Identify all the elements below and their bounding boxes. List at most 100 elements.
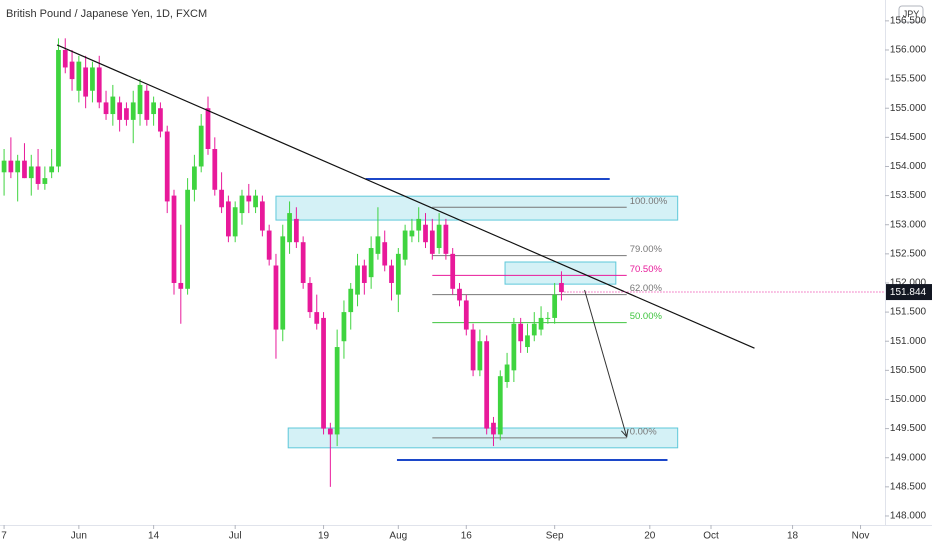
arrow-head	[620, 428, 629, 438]
trendline	[56, 44, 755, 349]
fib-label: 0.00%	[630, 426, 657, 437]
x-tick-label: 7	[1, 531, 7, 542]
y-tick-label: 148.500	[890, 481, 927, 492]
candle-body	[158, 108, 163, 132]
currency[interactable]: JPY	[903, 9, 920, 19]
y-tick-label: 154.000	[890, 161, 927, 172]
candle-body	[463, 300, 469, 330]
x-tick-label: 14	[148, 531, 160, 542]
candle-body	[402, 230, 408, 260]
candle-body	[429, 230, 435, 254]
candle-body	[436, 224, 442, 249]
candle-body	[470, 329, 476, 371]
candle-body	[538, 317, 544, 330]
x-tick-label: Aug	[389, 531, 407, 542]
candle-body	[239, 195, 245, 214]
fib-label: 62.00%	[630, 283, 663, 294]
candle-body	[375, 236, 381, 254]
candle-body	[531, 323, 537, 336]
candle-body	[205, 108, 211, 150]
candle-body	[559, 282, 564, 293]
candle-body	[484, 341, 490, 429]
x-tick-label: Nov	[852, 531, 870, 542]
candle-body	[49, 166, 55, 173]
candle-body	[144, 90, 150, 120]
candle-body	[35, 166, 41, 184]
candle-body	[287, 213, 292, 243]
x-tick-label: Sep	[546, 531, 564, 542]
candle-body	[212, 149, 218, 190]
candle-body	[280, 236, 286, 330]
x-tick-label: 18	[787, 531, 799, 542]
zone	[275, 195, 679, 221]
candle-body	[552, 294, 558, 318]
candle-body	[219, 189, 224, 208]
x-tick-label: 19	[318, 531, 330, 542]
candle-body	[103, 102, 109, 115]
y-tick-label: 155.500	[890, 74, 927, 85]
candle-body	[477, 341, 483, 371]
last-price-box	[886, 284, 932, 301]
y-tick-label: 156.000	[890, 45, 927, 56]
candle-body	[1, 160, 7, 173]
candle-body	[90, 67, 95, 91]
x-tick-label: 16	[461, 531, 473, 542]
candle-body	[69, 61, 75, 80]
candle-body	[443, 224, 449, 254]
candle-body	[192, 166, 197, 190]
y-tick-label: 152.000	[890, 278, 927, 289]
candle-body	[368, 248, 374, 278]
currency-box[interactable]	[898, 5, 924, 23]
candle-body	[56, 49, 61, 167]
candle-body	[491, 422, 496, 435]
candle-body	[42, 178, 48, 184]
x-tick-label: Oct	[703, 531, 719, 542]
y-tick-label: 154.500	[890, 132, 927, 143]
candle-body	[151, 102, 156, 115]
last-price-label: 151.844	[890, 287, 927, 298]
candle-body	[334, 347, 340, 435]
candle-body	[416, 218, 422, 231]
candle-body	[497, 376, 503, 435]
candle-body	[117, 102, 123, 120]
x-tick-label: 20	[644, 531, 656, 542]
candle-body	[259, 201, 265, 231]
candle-body	[395, 253, 401, 295]
y-tick-label: 156.500	[890, 15, 927, 26]
candle-body	[124, 108, 129, 120]
y-tick-label: 151.000	[890, 336, 927, 347]
candle-body	[15, 160, 21, 173]
candle-body	[266, 230, 272, 260]
candle-body	[355, 265, 360, 295]
candle-body	[253, 195, 258, 208]
candle-body	[545, 317, 551, 319]
candle-body	[327, 428, 333, 435]
candle-body	[226, 201, 231, 237]
candle-body	[518, 323, 524, 342]
candle-body	[96, 67, 102, 103]
candle-body	[423, 224, 428, 243]
candle-body	[307, 282, 313, 313]
candle-body	[389, 265, 394, 283]
candle-body	[314, 312, 320, 324]
plot: 100.00% 79.00% 70.50% 62.00% 50.00% 0.00%	[1, 38, 755, 487]
y-tick-label: 149.500	[890, 423, 927, 434]
candle-body	[382, 242, 388, 266]
y-tick-label: 153.500	[890, 190, 927, 201]
y-tick-label: 150.500	[890, 365, 927, 376]
candle-body	[171, 195, 177, 283]
candle-body	[164, 131, 170, 202]
candle-body	[273, 265, 279, 330]
candle-body	[185, 189, 190, 289]
candle-body	[178, 282, 184, 289]
x-tick-label: Jun	[71, 531, 87, 542]
y-tick-label: 150.000	[890, 394, 927, 405]
candle-body	[348, 288, 354, 313]
y-tick-label: 155.000	[890, 103, 927, 114]
arrow	[584, 289, 628, 437]
candle-body	[525, 335, 530, 348]
candle-body	[76, 61, 82, 91]
candle-body	[22, 160, 27, 179]
candle-body	[28, 166, 34, 179]
